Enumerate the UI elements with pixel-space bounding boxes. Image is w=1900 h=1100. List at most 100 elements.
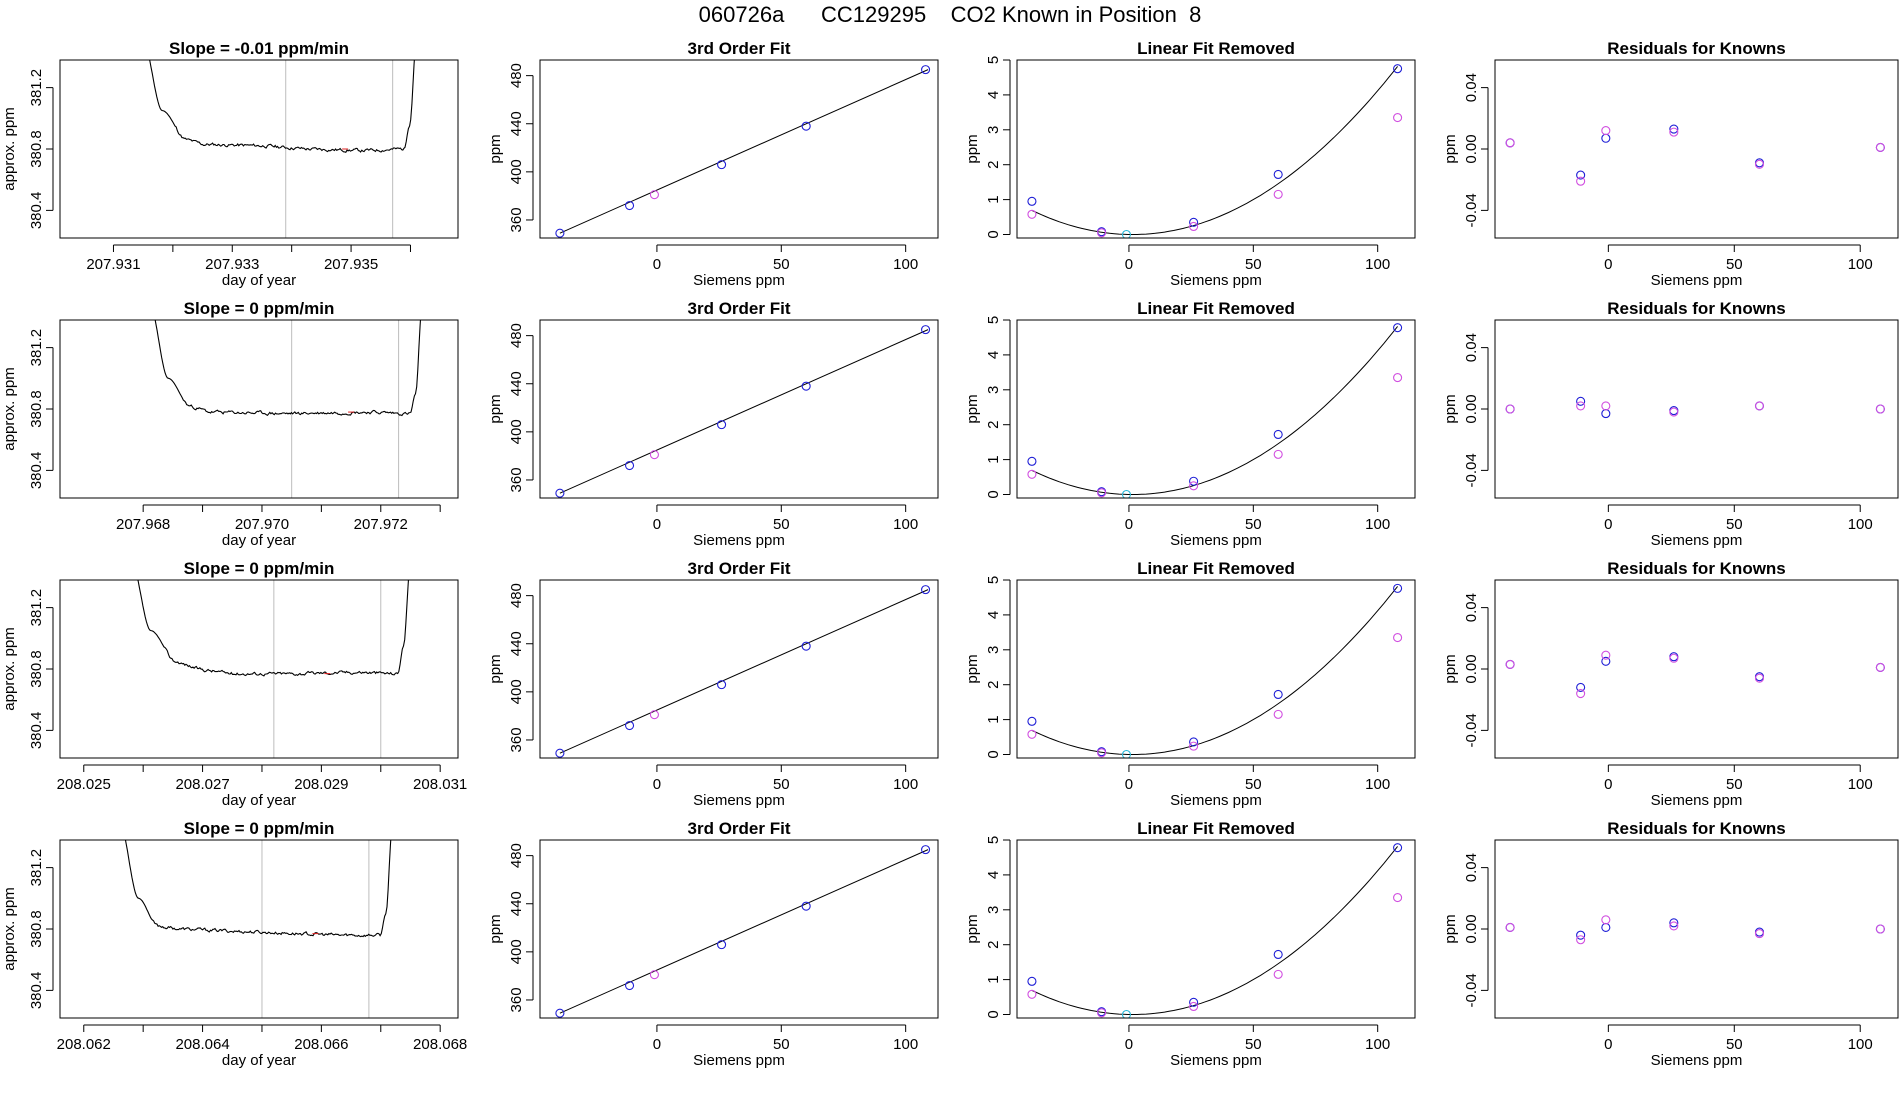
data-point — [624, 460, 635, 471]
data-point — [1393, 583, 1403, 593]
data-point — [1601, 922, 1611, 933]
x-axis-label: day of year — [222, 1052, 296, 1069]
x-axis-label: Siemens ppm — [693, 272, 785, 289]
x-tick-label: 207.935 — [324, 256, 378, 273]
plot-frame — [59, 839, 459, 1019]
y-tick-label: 440 — [508, 891, 525, 916]
y-tick-label: 440 — [508, 371, 525, 396]
data-point — [1027, 729, 1037, 739]
y-tick-label: 380.8 — [28, 650, 45, 688]
x-tick-label: 0 — [653, 256, 661, 273]
y-tick-label: 0.00 — [1463, 654, 1480, 683]
panel-r1-c4: Residuals for Knowns 0 50 100 Siemens ppm -0.… — [1442, 39, 1899, 289]
data-point — [1576, 930, 1586, 940]
panel-plot-area — [1027, 583, 1403, 758]
x-tick-label: 0 — [1125, 256, 1133, 273]
data-point — [1393, 893, 1403, 903]
panel-r2-c3: Linear Fit Removed 0 50 100 Siemens ppm 0 1 2 3 4… — [964, 299, 1416, 549]
data-point — [1393, 113, 1403, 123]
data-point — [1393, 323, 1403, 333]
panel-title: 3rd Order Fit — [688, 299, 791, 318]
y-tick-label: 380.8 — [28, 130, 45, 168]
y-tick-label: 360 — [508, 467, 525, 492]
panel-plot-area — [154, 320, 422, 498]
plot-frame — [1494, 319, 1899, 499]
panel-r1-c3: Linear Fit Removed 0 50 100 Siemens ppm 0 1 2 3 4… — [964, 39, 1416, 289]
y-tick-label: 440 — [508, 111, 525, 136]
data-point — [1189, 481, 1199, 491]
panel-plot-area — [149, 60, 415, 238]
panel-r1-c1: Slope = -0.01 ppm/min 207.931 207.933 207.9… — [1, 39, 459, 289]
x-tick-label: 50 — [773, 516, 790, 533]
panel-title: Linear Fit Removed — [1137, 559, 1295, 578]
y-tick-label: 380.4 — [28, 192, 45, 230]
data-point — [1576, 682, 1586, 692]
panel-r3-c4: Residuals for Knowns 0 50 100 Siemens ppm -0.… — [1442, 559, 1899, 809]
x-tick-label: 207.972 — [354, 516, 408, 533]
panel-title: 3rd Order Fit — [688, 39, 791, 58]
panel-r4-c4: Residuals for Knowns 0 50 100 Siemens ppm -0.… — [1442, 819, 1899, 1069]
y-tick-label: 3 — [985, 386, 1002, 394]
data-point — [555, 488, 565, 498]
panel-r4-c1: Slope = 0 ppm/min 208.062 208.064 208.066 20… — [1, 819, 467, 1069]
y-tick-label: 2 — [985, 941, 1002, 949]
data-point — [1669, 124, 1679, 134]
panel-plot-area — [1027, 843, 1403, 1018]
data-point — [1505, 659, 1515, 669]
y-tick-label: 0.04 — [1463, 333, 1480, 362]
x-tick-label: 0 — [653, 516, 661, 533]
fit-line — [559, 329, 929, 494]
y-tick-label: 0.04 — [1463, 593, 1480, 622]
y-tick-label: 381.2 — [28, 69, 45, 107]
plot-frame — [539, 579, 939, 759]
y-tick-label: 5 — [985, 576, 1002, 584]
concentration-trace — [137, 580, 409, 677]
data-point — [1601, 915, 1611, 925]
y-tick-label: -0.04 — [1463, 713, 1480, 747]
x-tick-label: 208.066 — [294, 1036, 348, 1053]
y-tick-label: 0 — [985, 230, 1002, 238]
x-tick-label: 0 — [1604, 776, 1612, 793]
y-tick-label: 0.04 — [1463, 73, 1480, 102]
x-tick-label: 100 — [1848, 776, 1873, 793]
fit-line — [559, 589, 929, 754]
fit-curve — [1031, 326, 1398, 495]
data-point — [1097, 228, 1107, 238]
y-axis-label: ppm — [1442, 654, 1459, 683]
x-tick-label: 208.068 — [413, 1036, 467, 1053]
x-axis-label: Siemens ppm — [1651, 792, 1743, 809]
y-tick-label: 0 — [985, 490, 1002, 498]
data-point — [1669, 653, 1679, 663]
x-tick-label: 0 — [1125, 516, 1133, 533]
data-point — [1273, 689, 1283, 700]
x-tick-label: 0 — [1604, 1036, 1612, 1053]
panel-r2-c2: 3rd Order Fit 0 50 100 Siemens ppm 360 400 440 4… — [487, 299, 939, 549]
x-tick-label: 100 — [1365, 516, 1390, 533]
data-point — [624, 200, 635, 211]
data-point — [1027, 209, 1037, 219]
y-axis-label: ppm — [1442, 914, 1459, 943]
x-tick-label: 100 — [1365, 776, 1390, 793]
panel-r4-c2: 3rd Order Fit 0 50 100 Siemens ppm 360 400 440 4… — [487, 819, 939, 1069]
y-tick-label: 360 — [508, 207, 525, 232]
data-point — [624, 720, 635, 731]
data-point — [1097, 1008, 1107, 1018]
data-point — [1505, 138, 1515, 148]
data-point — [555, 1008, 565, 1018]
y-tick-label: 480 — [508, 323, 525, 348]
plot-frame — [1494, 579, 1899, 759]
data-point — [1601, 656, 1611, 666]
y-tick-label: 3 — [985, 646, 1002, 654]
y-tick-label: 480 — [508, 63, 525, 88]
y-axis-label: ppm — [487, 394, 504, 423]
data-point — [555, 748, 565, 758]
y-tick-label: 0 — [985, 1010, 1002, 1018]
data-point — [1669, 127, 1679, 137]
x-axis-label: Siemens ppm — [1170, 792, 1262, 809]
y-tick-label: 3 — [985, 906, 1002, 914]
x-tick-label: 50 — [1726, 516, 1743, 533]
panel-title: Slope = 0 ppm/min — [184, 819, 335, 838]
x-tick-label: 50 — [1245, 776, 1262, 793]
data-point — [801, 901, 811, 911]
